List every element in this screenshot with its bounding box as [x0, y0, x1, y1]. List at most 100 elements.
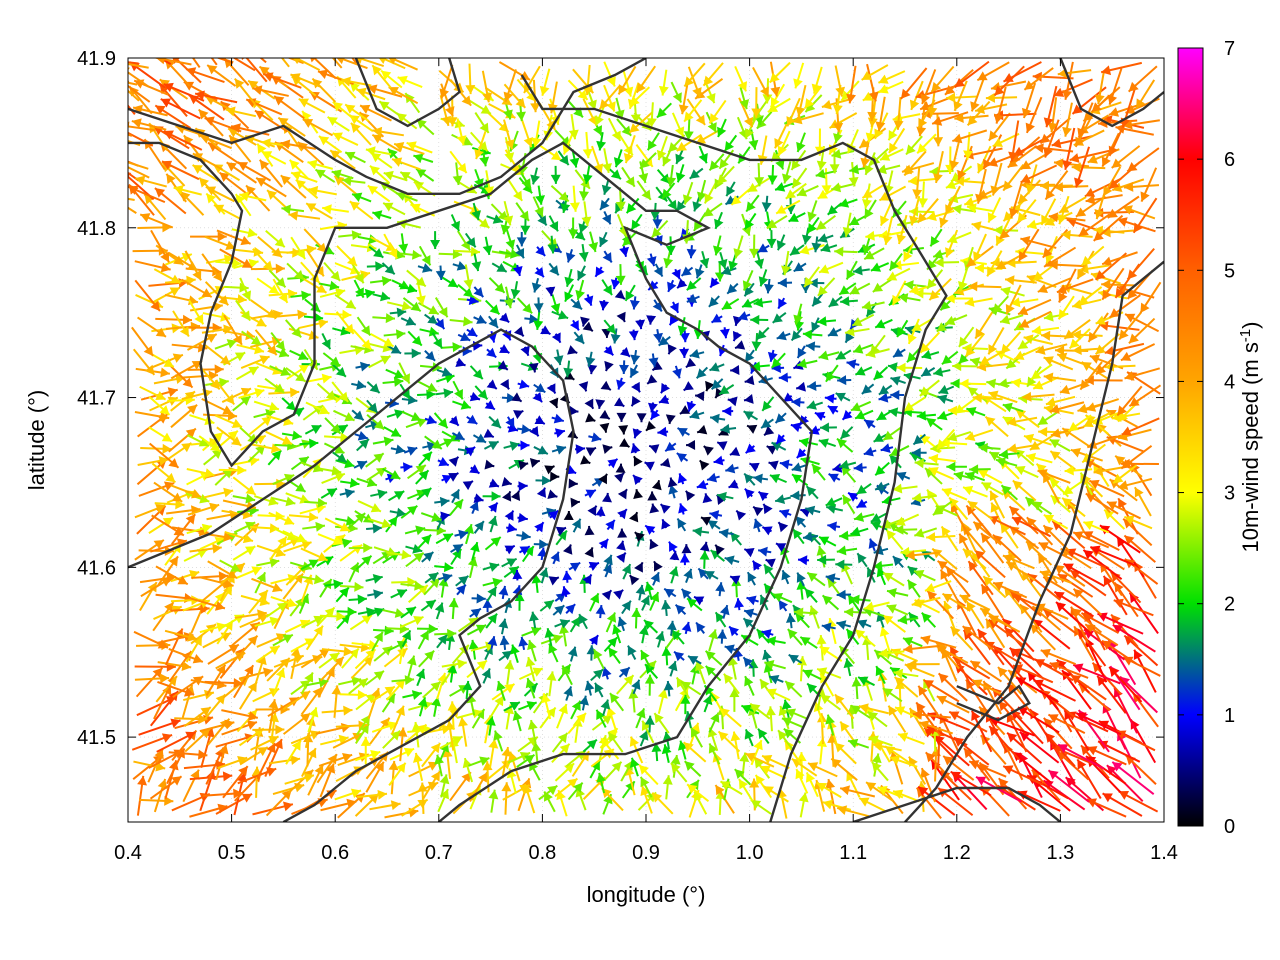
wind-arrow-head	[955, 176, 965, 187]
wind-arrow-head	[218, 571, 229, 582]
wind-arrow-head	[466, 693, 477, 704]
wind-arrow-head	[492, 577, 503, 588]
wind-arrow-head	[175, 499, 185, 510]
wind-arrow-head	[827, 521, 837, 532]
wind-arrow-head	[730, 575, 741, 585]
wind-arrow-head	[1020, 235, 1031, 246]
wind-arrow-head	[771, 357, 782, 368]
wind-arrow-head	[315, 169, 326, 179]
wind-arrow-head	[964, 297, 975, 307]
wind-arrow-head	[808, 278, 818, 289]
wind-arrow-head	[625, 290, 635, 301]
wind-arrow-head	[447, 663, 458, 674]
wind-arrow-head	[412, 752, 423, 763]
wind-arrow-head	[601, 590, 612, 601]
wind-arrow-head	[967, 387, 979, 397]
wind-arrow-head	[345, 299, 356, 309]
wind-arrow-head	[448, 415, 459, 426]
wind-arrow-head	[484, 186, 494, 196]
wind-arrow-head	[247, 635, 258, 646]
wind-arrow-head	[372, 210, 383, 220]
wind-arrow-head	[879, 191, 890, 201]
wind-arrow-head	[820, 673, 830, 684]
wind-arrow-head	[936, 646, 948, 656]
wind-arrow-head	[159, 411, 170, 422]
wind-arrow-head	[934, 735, 945, 746]
wind-arrow-head	[575, 444, 586, 455]
wind-arrow-head	[880, 215, 890, 226]
wind-arrow-head	[890, 376, 901, 386]
wind-arrow-head	[335, 534, 346, 545]
wind-arrow-head	[262, 260, 273, 271]
wind-arrow-head	[669, 541, 678, 552]
wind-arrow-head	[374, 761, 384, 773]
wind-arrow-shaft	[128, 206, 137, 214]
wind-arrow-head	[609, 693, 620, 704]
wind-arrow-head	[527, 640, 537, 651]
wind-arrow-head	[816, 782, 828, 792]
wind-arrow-head	[277, 536, 287, 547]
wind-arrow-head	[1113, 687, 1123, 699]
wind-arrow-head	[1018, 250, 1028, 262]
wind-arrow-head	[500, 379, 510, 390]
wind-arrow-head	[816, 220, 827, 230]
wind-arrow-head	[854, 512, 865, 522]
wind-arrow-head	[1106, 410, 1117, 419]
wind-arrow-head	[1044, 216, 1056, 226]
wind-arrow-head	[452, 175, 463, 186]
wind-arrow-head	[992, 534, 1003, 545]
wind-arrow-head	[638, 173, 649, 183]
wind-arrow-head	[473, 286, 484, 298]
wind-arrow-head	[644, 461, 655, 471]
wind-arrow-head	[791, 330, 802, 341]
wind-arrow-head	[676, 453, 688, 463]
wind-arrow-head	[361, 555, 372, 566]
wind-arrow-head	[275, 667, 286, 679]
wind-arrow-head	[708, 296, 719, 307]
wind-arrow-head	[616, 412, 627, 422]
wind-arrow-head	[327, 754, 337, 765]
wind-arrow-head	[314, 266, 324, 277]
wind-arrow-head	[482, 245, 493, 255]
wind-arrow-head	[1045, 397, 1056, 407]
wind-arrow-head	[473, 493, 484, 503]
wind-arrow-head	[488, 516, 498, 527]
wind-arrow-head	[766, 688, 777, 698]
wind-arrow-head	[757, 243, 768, 253]
wind-arrow-head	[702, 493, 713, 504]
wind-arrow-head	[610, 333, 621, 344]
wind-arrow-head	[628, 689, 639, 699]
wind-arrow-head	[245, 485, 256, 495]
wind-arrow-head	[840, 429, 851, 439]
wind-arrow-head	[361, 325, 371, 336]
wind-arrow-head	[458, 529, 469, 540]
wind-arrow-head	[352, 192, 363, 202]
wind-arrow-head	[705, 665, 716, 676]
wind-arrow-head	[672, 368, 682, 379]
wind-arrow-head	[817, 554, 827, 565]
wind-arrow-head	[198, 437, 209, 447]
wind-arrow-head	[762, 754, 773, 765]
wind-arrow-head	[574, 333, 585, 344]
wind-arrow-head	[393, 376, 404, 387]
wind-arrow-head	[790, 245, 801, 256]
wind-arrow-head	[664, 588, 675, 598]
wind-arrow-head	[440, 511, 451, 522]
wind-arrow-head	[269, 616, 280, 627]
wind-arrow-head	[714, 272, 725, 282]
wind-arrow-head	[896, 233, 907, 244]
wind-arrow-head	[1018, 193, 1028, 204]
wind-arrow-head	[691, 727, 700, 738]
wind-arrow-head	[412, 249, 422, 260]
wind-arrow-head	[307, 748, 317, 759]
wind-arrow-head	[652, 219, 663, 229]
wind-arrow-head	[552, 634, 563, 644]
wind-arrow-head	[492, 214, 503, 224]
wind-arrow-head	[564, 276, 575, 287]
wind-arrow-head	[516, 237, 527, 247]
wind-arrow-head	[272, 582, 283, 593]
wind-arrow-head	[498, 618, 509, 629]
wind-arrow-head	[598, 473, 608, 485]
wind-arrow-head	[442, 533, 453, 543]
wind-arrow-head	[694, 596, 705, 606]
